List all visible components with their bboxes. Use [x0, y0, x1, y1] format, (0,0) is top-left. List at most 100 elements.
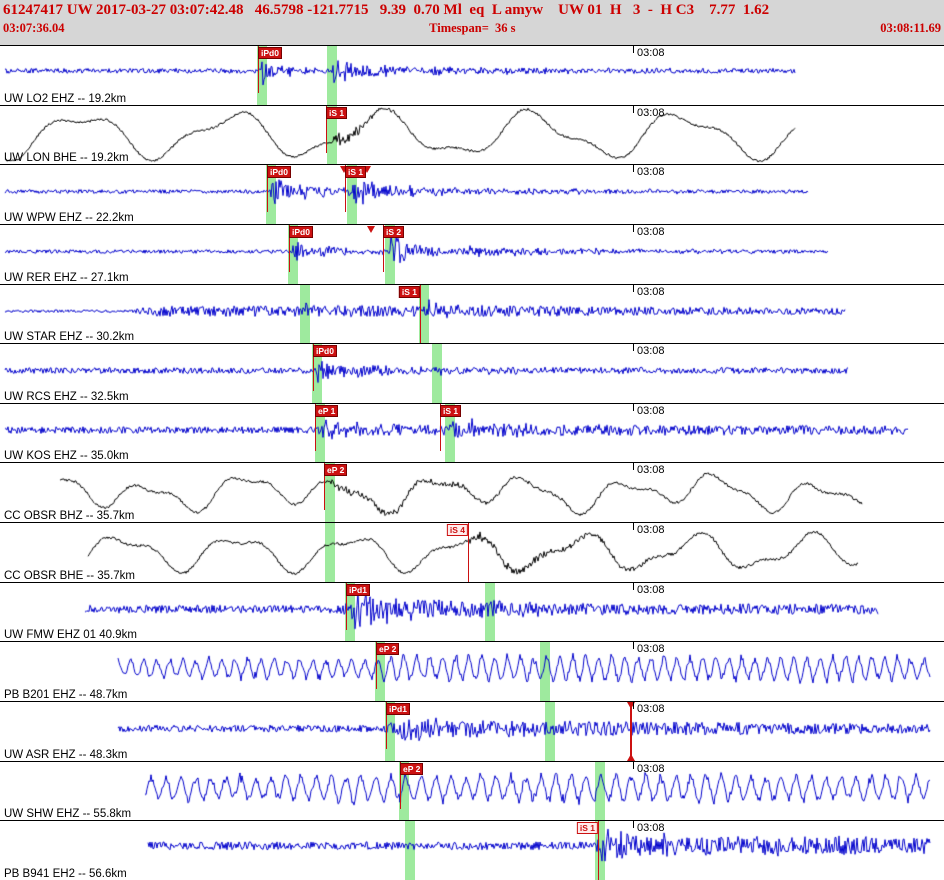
waveform-canvas[interactable]: [0, 403, 944, 463]
pick-pole: [267, 165, 268, 213]
trace-row: 03:08 UW STAR EHZ -- 30.2km iS 1: [0, 283, 944, 344]
minute-label: 03:08: [637, 464, 665, 477]
trace-row: 03:08 UW SHW EHZ -- 55.8km eP 2: [0, 760, 944, 821]
waveform-canvas[interactable]: [0, 46, 944, 105]
window-end-time: 03:08:11.69: [880, 21, 941, 35]
minute-label: 03:08: [637, 166, 665, 179]
station-label: UW ASR EHZ -- 48.3km: [4, 748, 128, 761]
phase-pick-flag[interactable]: iPd0: [267, 166, 291, 179]
phase-pick-flag[interactable]: iPd0: [313, 345, 337, 358]
station-label: UW SHW EHZ -- 55.8km: [4, 808, 132, 821]
trace-row: 03:08 UW RER EHZ -- 27.1km iPd0 iS 2: [0, 223, 944, 284]
minute-label: 03:08: [637, 703, 665, 716]
station-label: UW KOS EHZ -- 35.0km: [4, 450, 129, 463]
station-label: UW FMW EHZ 01 40.9km: [4, 629, 137, 642]
phase-pick-flag[interactable]: iS 1: [345, 166, 367, 179]
waveform-canvas[interactable]: [0, 284, 944, 344]
pick-pole: [258, 46, 259, 93]
pick-pole: [440, 403, 441, 451]
station-label: UW RER EHZ -- 27.1km: [4, 271, 129, 284]
minute-label: 03:08: [637, 225, 665, 238]
minute-tick: [633, 165, 634, 173]
minute-label: 03:08: [637, 643, 665, 656]
minute-label: 03:08: [637, 345, 665, 358]
station-label: UW LO2 EHZ -- 19.2km: [4, 92, 127, 105]
phase-pick-flag[interactable]: iPd1: [346, 583, 370, 596]
phase-pick-flag[interactable]: eP 2: [376, 643, 400, 656]
minute-tick: [633, 642, 634, 650]
trace-row: 03:08 UW RCS EHZ -- 32.5km iPd0: [0, 343, 944, 403]
pick-uncertainty-marker: [367, 225, 375, 233]
minute-tick: [633, 463, 634, 471]
trace-row: 03:08 UW LON BHE -- 19.2km iS 1: [0, 104, 944, 165]
station-label: PB B201 EHZ -- 48.7km: [4, 689, 128, 702]
minute-tick: [633, 761, 634, 769]
minute-tick: [633, 403, 634, 411]
phase-pick-flag[interactable]: eP 1: [315, 404, 339, 417]
waveform-canvas[interactable]: [0, 761, 944, 821]
waveform-canvas[interactable]: [0, 344, 944, 403]
coda-end-marker[interactable]: [627, 702, 635, 761]
minute-tick: [633, 821, 634, 829]
minute-label: 03:08: [637, 47, 665, 59]
time-window-bar: 03:07:36.04 Timespan= 36 s 03:08:11.69: [0, 19, 944, 36]
pick-pole: [313, 344, 314, 392]
minute-tick: [633, 105, 634, 113]
phase-pick-flag[interactable]: iS 1: [576, 822, 598, 835]
minute-label: 03:08: [637, 583, 665, 596]
waveform-canvas[interactable]: [0, 463, 944, 523]
minute-label: 03:08: [637, 822, 665, 835]
station-label: CC OBSR BHE -- 35.7km: [4, 569, 135, 582]
waveform-canvas[interactable]: [0, 582, 944, 642]
phase-pick-flag[interactable]: iPd0: [289, 225, 313, 238]
pick-pole: [420, 284, 421, 344]
trace-row: 03:08 PB B201 EHZ -- 48.7km eP 2: [0, 641, 944, 702]
phase-pick-flag[interactable]: iS 1: [440, 404, 462, 417]
trace-row: 03:08 UW ASR EHZ -- 48.3km iPd1: [0, 701, 944, 761]
pick-pole: [386, 702, 387, 749]
trace-row: 03:08 UW LO2 EHZ -- 19.2km iPd0: [0, 45, 944, 105]
minute-tick: [633, 582, 634, 590]
pick-pole: [346, 582, 347, 630]
pick-pole: [400, 761, 401, 809]
pick-pole: [598, 821, 599, 880]
minute-tick: [633, 523, 634, 531]
minute-label: 03:08: [637, 524, 665, 537]
pick-uncertainty-marker: [363, 166, 371, 174]
minute-label: 03:08: [637, 762, 665, 775]
waveform-canvas[interactable]: [0, 105, 944, 165]
station-label: UW LON BHE -- 19.2km: [4, 152, 129, 165]
phase-pick-flag[interactable]: eP 2: [400, 762, 424, 775]
minute-tick: [633, 344, 634, 352]
phase-pick-flag[interactable]: iS 1: [398, 285, 420, 298]
phase-pick-flag[interactable]: iS 2: [383, 225, 405, 238]
waveform-canvas[interactable]: [0, 642, 944, 702]
pick-pole: [324, 463, 325, 511]
window-start-time: 03:07:36.04: [3, 21, 65, 35]
waveform-canvas[interactable]: [0, 702, 944, 761]
trace-row: 03:08 CC OBSR BHE -- 35.7km iS 4: [0, 522, 944, 582]
waveform-canvas[interactable]: [0, 165, 944, 224]
trace-row: 03:08 UW FMW EHZ 01 40.9km iPd1: [0, 581, 944, 642]
phase-pick-flag[interactable]: iPd1: [386, 703, 410, 716]
trace-row: 03:08 PB B941 EH2 -- 56.6km iS 1: [0, 820, 944, 880]
waveform-canvas[interactable]: [0, 523, 944, 582]
trace-row: 03:08 UW KOS EHZ -- 35.0km eP 1 iS 1: [0, 402, 944, 463]
header-bar: 61247417 UW 2017-03-27 03:07:42.48 46.57…: [0, 0, 944, 45]
trace-row: 03:08 UW WPW EHZ -- 22.2km iPd0 iS 1: [0, 164, 944, 224]
phase-pick-flag[interactable]: iS 4: [446, 524, 468, 537]
timespan-label: Timespan= 36 s: [429, 21, 516, 35]
pick-pole: [289, 224, 290, 272]
waveform-canvas[interactable]: [0, 821, 944, 880]
phase-pick-flag[interactable]: iS 1: [326, 106, 348, 119]
station-label: UW RCS EHZ -- 32.5km: [4, 390, 129, 403]
waveform-canvas[interactable]: [0, 224, 944, 284]
pick-uncertainty-marker: [340, 166, 348, 174]
trace-row: 03:08 CC OBSR BHZ -- 35.7km eP 2: [0, 462, 944, 523]
station-label: CC OBSR BHZ -- 35.7km: [4, 510, 135, 523]
phase-pick-flag[interactable]: iPd0: [258, 47, 282, 59]
minute-label: 03:08: [637, 285, 665, 298]
minute-tick: [633, 224, 634, 232]
station-label: PB B941 EH2 -- 56.6km: [4, 867, 127, 880]
phase-pick-flag[interactable]: eP 2: [324, 464, 348, 477]
